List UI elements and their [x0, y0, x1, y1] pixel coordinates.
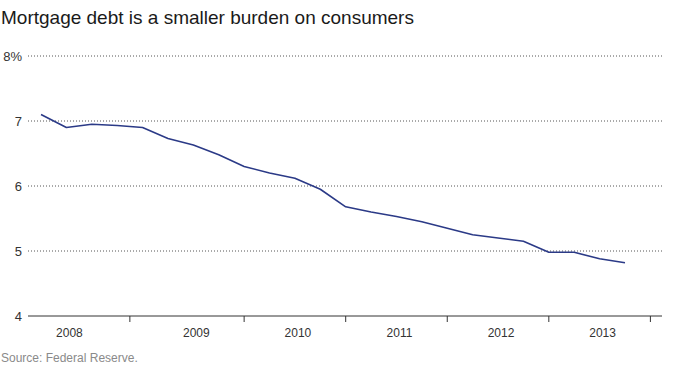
grid-line: [28, 186, 662, 187]
chart-root: Mortgage debt is a smaller burden on con…: [0, 0, 674, 376]
x-tick-label: 2013: [589, 326, 616, 340]
grid-line: [28, 121, 662, 122]
x-tick-label: 2012: [488, 326, 515, 340]
x-tick: [548, 316, 549, 322]
x-tick: [447, 316, 448, 322]
x-tick: [129, 316, 130, 322]
y-tick-label: 7: [15, 114, 22, 129]
title: Mortgage debt is a smaller burden on con…: [1, 7, 414, 28]
x-tick-label: 2011: [387, 326, 413, 340]
data-line: [41, 115, 625, 263]
y-tick-label: 6: [15, 179, 22, 194]
plot-area: [41, 115, 625, 263]
x-tick: [345, 316, 346, 322]
grid-line: [28, 251, 662, 252]
x-tick: [650, 316, 651, 322]
x-tick-label: 2010: [285, 326, 312, 340]
x-axis-line: [28, 316, 662, 317]
y-tick-label: 4: [15, 309, 22, 324]
y-tick-label: 5: [15, 244, 22, 259]
source: Source: Federal Reserve.: [1, 351, 138, 365]
y-tick-label: 8%: [3, 49, 22, 64]
chart: Mortgage debt is a smaller burden on con…: [0, 0, 674, 376]
x-tick-label: 2008: [56, 326, 83, 340]
grid-line: [28, 56, 662, 57]
x-tick-label: 2009: [183, 326, 210, 340]
x-tick: [244, 316, 245, 322]
